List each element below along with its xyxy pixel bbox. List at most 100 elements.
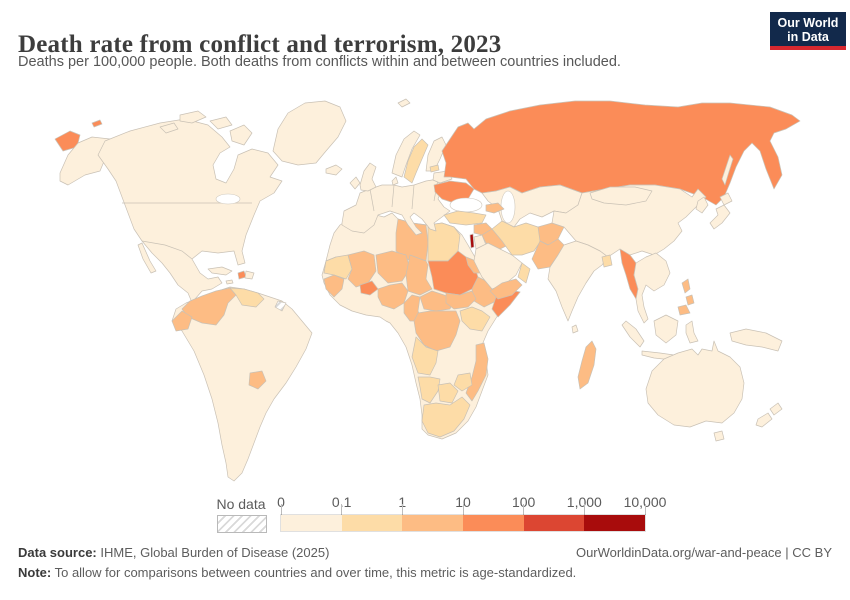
country-philippines-mindanao[interactable] — [677, 304, 691, 316]
country-denmark[interactable] — [391, 176, 399, 186]
country-oman[interactable] — [517, 262, 531, 284]
legend-no-data-swatch[interactable] — [217, 515, 267, 533]
country-russia-chukotka-wrap[interactable] — [54, 130, 81, 152]
legend-tick-mark — [280, 504, 282, 515]
legend-tick-label: 0 — [277, 494, 285, 510]
footer-note-label: Note: — [18, 565, 52, 580]
border-us-mexico — [141, 240, 193, 260]
legend-tick-label: 100 — [511, 494, 536, 510]
country-philippines-luzon[interactable] — [681, 278, 691, 294]
legend-bin-1,000–10,000[interactable] — [584, 515, 646, 531]
region-south-america[interactable] — [171, 286, 313, 482]
country-japan[interactable] — [719, 192, 733, 206]
country-paraguay[interactable] — [248, 370, 267, 390]
new-guinea[interactable] — [729, 328, 783, 352]
country-australia[interactable] — [645, 340, 745, 428]
australia-tasmania[interactable] — [713, 430, 725, 442]
legend-tick-mark — [583, 504, 585, 515]
legend-bin-100–1,000[interactable] — [523, 515, 585, 531]
footer-citation-link[interactable]: OurWorldinData.org/war-and-peace | CC BY — [575, 545, 832, 560]
country-latvia[interactable] — [429, 164, 440, 173]
legend-bin-10–100[interactable] — [463, 515, 524, 531]
legend-ticks: 0 0.1 1 10 100 1,000 10,000 — [277, 490, 666, 515]
country-japan-honshu[interactable] — [709, 204, 731, 230]
country-mexico-baja[interactable] — [137, 242, 157, 274]
great-lakes — [215, 193, 241, 205]
region-senegal-guinea[interactable] — [323, 274, 345, 298]
country-botswana[interactable] — [437, 382, 459, 404]
owid-logo-line1: Our World — [777, 16, 839, 31]
country-yemen[interactable] — [489, 278, 523, 300]
country-new-zealand-north[interactable] — [769, 402, 783, 416]
country-namibia[interactable] — [417, 376, 441, 404]
country-india[interactable] — [547, 240, 609, 322]
indonesia-sumatra[interactable] — [621, 320, 645, 348]
country-dominican-republic[interactable] — [244, 270, 255, 280]
country-south-sudan[interactable] — [445, 290, 477, 310]
footer-source-text: IHME, Global Burden of Disease (2025) — [96, 545, 330, 560]
footer-source-label: Data source: — [18, 545, 97, 560]
country-burkina-faso[interactable] — [359, 280, 379, 296]
legend-tick-label: 1,000 — [566, 494, 602, 510]
country-russia-wrangel-island[interactable] — [91, 119, 103, 128]
footer-note-row: Note: To allow for comparisons between c… — [18, 565, 832, 580]
canada-arctic-island[interactable] — [179, 110, 207, 124]
country-ireland[interactable] — [349, 176, 361, 190]
country-israel-palestine[interactable] — [469, 233, 475, 249]
country-sweden[interactable] — [403, 138, 429, 184]
country-colombia[interactable] — [181, 287, 237, 326]
country-philippines-visayas[interactable] — [685, 294, 695, 306]
region-caucasus[interactable] — [485, 202, 505, 214]
legend-tick-label: 1 — [398, 494, 407, 510]
country-norway[interactable] — [391, 130, 421, 178]
page-subtitle: Deaths per 100,000 people. Both deaths f… — [18, 54, 621, 70]
country-turkey[interactable] — [443, 210, 487, 226]
country-mongolia[interactable] — [589, 186, 653, 206]
country-zimbabwe[interactable] — [453, 372, 473, 392]
region-north-america[interactable] — [97, 118, 283, 320]
country-jamaica[interactable] — [225, 279, 234, 285]
region-indochina[interactable] — [633, 252, 671, 324]
territory-french-guiana[interactable] — [274, 300, 287, 312]
canada-arctic-island[interactable] — [209, 116, 233, 130]
indonesia-sulawesi[interactable] — [685, 320, 699, 344]
country-united-kingdom[interactable] — [359, 162, 377, 192]
country-chad[interactable] — [405, 254, 433, 296]
canada-baffin-island[interactable] — [229, 124, 253, 146]
legend-tick-mark — [644, 504, 646, 515]
country-mozambique[interactable] — [465, 342, 489, 402]
country-madagascar[interactable] — [577, 340, 597, 390]
footer-source-row: Data source: IHME, Global Burden of Dise… — [18, 545, 832, 560]
map-svg — [54, 98, 801, 482]
legend-bin-1–10[interactable] — [402, 515, 464, 531]
legend-tick-mark — [341, 504, 343, 515]
country-angola[interactable] — [411, 336, 439, 376]
indonesia-borneo[interactable] — [653, 314, 679, 344]
country-saudi-arabia[interactable] — [473, 242, 523, 290]
country-new-zealand-south[interactable] — [755, 412, 773, 428]
owid-logo-line2: in Data — [787, 30, 829, 44]
country-greenland[interactable] — [272, 100, 347, 166]
owid-logo[interactable]: Our World in Data — [770, 12, 846, 50]
country-ecuador[interactable] — [171, 310, 193, 332]
country-korea[interactable] — [695, 196, 709, 214]
country-venezuela[interactable] — [229, 287, 265, 308]
country-dr-congo[interactable] — [413, 310, 461, 352]
russia-sakhalin[interactable] — [721, 154, 734, 186]
owid-logo-accent-bar — [770, 46, 846, 50]
region-uganda-kenya[interactable] — [459, 306, 491, 332]
country-cuba[interactable] — [207, 266, 233, 276]
country-bangladesh[interactable] — [601, 254, 613, 268]
country-south-africa[interactable] — [421, 396, 471, 438]
legend-bin-0–0.1[interactable] — [281, 515, 342, 531]
country-mauritania[interactable] — [323, 254, 353, 280]
svalbard[interactable] — [397, 98, 411, 108]
border-europe-1 — [369, 188, 375, 212]
footer-note-text: To allow for comparisons between countri… — [51, 565, 577, 580]
country-sri-lanka[interactable] — [571, 324, 579, 334]
region-mainland-europe[interactable] — [341, 178, 451, 236]
canada-arctic-island[interactable] — [159, 122, 179, 134]
country-iceland[interactable] — [325, 164, 343, 176]
legend-bin-0.1–1[interactable] — [341, 515, 403, 531]
